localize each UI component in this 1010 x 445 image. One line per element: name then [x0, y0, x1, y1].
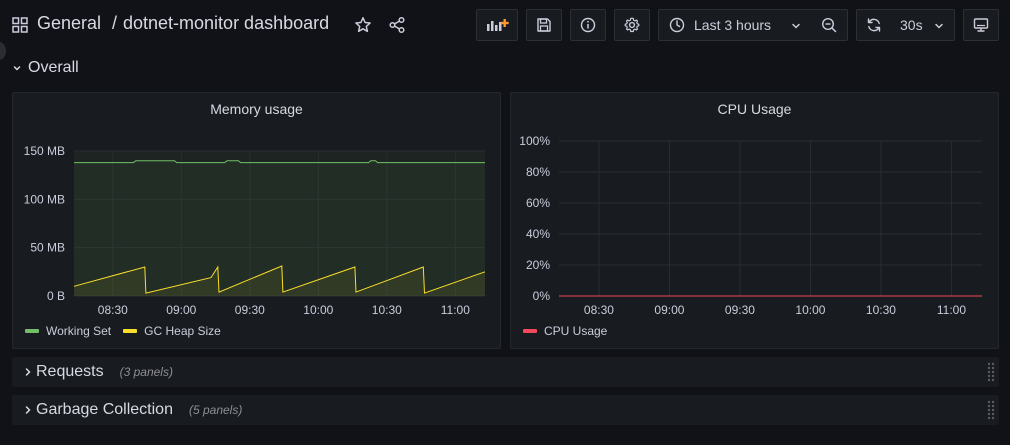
- row-panel-count: (5 panels): [188, 403, 243, 417]
- y-tick-label: 0 B: [47, 289, 65, 303]
- legend-swatch: [523, 329, 537, 333]
- clock-icon: [669, 17, 685, 33]
- y-tick-label: 0%: [533, 289, 551, 303]
- memory-legend: Working Set GC Heap Size: [25, 324, 221, 338]
- plot-area: [74, 151, 485, 296]
- legend-label: Working Set: [46, 324, 112, 338]
- info-icon: [580, 17, 596, 33]
- y-tick-label: 60%: [526, 196, 550, 210]
- zoom-out-icon: [821, 17, 837, 33]
- y-tick-label: 20%: [526, 258, 550, 272]
- x-tick-label: 11:00: [441, 303, 470, 317]
- y-tick-label: 40%: [526, 227, 550, 241]
- breadcrumb-separator: /: [112, 13, 118, 33]
- y-tick-label: 80%: [526, 165, 550, 179]
- panel-title[interactable]: CPU Usage: [717, 101, 792, 117]
- x-tick-label: 08:30: [584, 303, 614, 317]
- row-panel-count: (3 panels): [119, 365, 173, 379]
- legend-item-working-set[interactable]: Working Set: [25, 324, 111, 338]
- star-icon[interactable]: [354, 16, 372, 34]
- x-tick-label: 10:30: [372, 303, 402, 317]
- refresh-button[interactable]: [856, 9, 892, 41]
- row-title: Garbage Collection: [36, 401, 173, 418]
- row-title: Requests: [36, 363, 104, 380]
- legend-swatch: [25, 329, 39, 333]
- chevron-down-icon: [792, 23, 800, 29]
- row-garbage-collection[interactable]: Garbage Collection (5 panels): [12, 395, 999, 425]
- chevron-down-icon: [13, 66, 21, 71]
- share-icon[interactable]: [388, 16, 406, 34]
- cpu-legend: CPU Usage: [523, 324, 607, 338]
- drag-handle-icon[interactable]: [987, 400, 995, 420]
- x-tick-label: 10:00: [795, 303, 825, 317]
- y-tick-label: 100 MB: [24, 192, 65, 206]
- drag-handle-icon[interactable]: [987, 362, 995, 382]
- x-tick-label: 11:00: [937, 303, 966, 317]
- x-tick-label: 10:00: [303, 303, 333, 317]
- save-icon: [537, 18, 551, 32]
- series-line-working-set[interactable]: [74, 160, 485, 164]
- time-range-picker[interactable]: Last 3 hours: [658, 9, 812, 41]
- zoom-out-button[interactable]: [811, 9, 848, 41]
- legend-item-gc-heap-size[interactable]: GC Heap Size: [123, 324, 221, 338]
- x-tick-label: 09:00: [166, 303, 196, 317]
- x-tick-label: 09:00: [654, 303, 684, 317]
- top-navbar: General / dotnet-monitor dashboard: [0, 0, 1010, 60]
- y-tick-label: 150 MB: [24, 144, 65, 158]
- x-tick-label: 09:30: [235, 303, 265, 317]
- row-overall-header[interactable]: Overall: [12, 56, 79, 80]
- panel-title[interactable]: Memory usage: [210, 101, 303, 117]
- gear-icon: [624, 17, 640, 33]
- legend-item-cpu-usage[interactable]: CPU Usage: [523, 324, 607, 338]
- dashboard-settings-button[interactable]: [614, 9, 650, 41]
- memory-usage-chart: 0 B 50 MB 100 MB 150 MB 08:30 09:00 09:30 10:00…: [24, 144, 486, 317]
- refresh-interval-label: 30s: [900, 17, 923, 33]
- row-title: Overall: [28, 59, 79, 76]
- chevron-down-icon: [935, 23, 943, 29]
- chevron-right-icon: [25, 368, 31, 376]
- tv-mode-button[interactable]: [963, 9, 999, 41]
- series-area-working-set: [74, 160, 485, 296]
- series-area-gc-heap-size: [74, 266, 485, 296]
- y-tick-label: 100%: [519, 134, 550, 148]
- cpu-usage-panel[interactable]: CPU Usage 0% 20% 40% 60% 80% 100% 08:30 09:00 09…: [510, 92, 999, 349]
- sidebar-toggle[interactable]: [0, 42, 6, 60]
- add-panel-icon: [487, 19, 509, 31]
- refresh-icon: [867, 18, 881, 32]
- series-line-gc-heap-size[interactable]: [73, 265, 486, 294]
- chevron-right-icon: [25, 406, 31, 414]
- x-tick-label: 09:30: [725, 303, 755, 317]
- legend-label: GC Heap Size: [144, 324, 221, 338]
- x-tick-label: 10:30: [866, 303, 896, 317]
- legend-swatch: [123, 329, 138, 333]
- save-dashboard-button[interactable]: [526, 9, 562, 41]
- grid-icon[interactable]: [12, 17, 28, 33]
- y-tick-label: 50 MB: [30, 241, 65, 255]
- refresh-interval-picker[interactable]: 30s: [891, 9, 955, 41]
- cpu-usage-chart: 0% 20% 40% 60% 80% 100% 08:30 09:00 09:30 10:00 10…: [519, 134, 982, 317]
- time-range-label: Last 3 hours: [694, 17, 772, 33]
- row-requests[interactable]: Requests (3 panels): [12, 357, 999, 387]
- dashboard-info-button[interactable]: [570, 9, 606, 41]
- legend-label: CPU Usage: [544, 324, 608, 338]
- tv-mode-icon: [973, 18, 989, 32]
- dashboard-title[interactable]: dotnet-monitor dashboard: [123, 13, 330, 33]
- add-panel-button[interactable]: [476, 9, 518, 41]
- breadcrumb-folder[interactable]: General: [37, 13, 102, 33]
- memory-usage-panel[interactable]: Memory usage 0 B 50 MB 100 MB 150 MB 08:30 09…: [12, 92, 501, 349]
- x-tick-label: 08:30: [98, 303, 128, 317]
